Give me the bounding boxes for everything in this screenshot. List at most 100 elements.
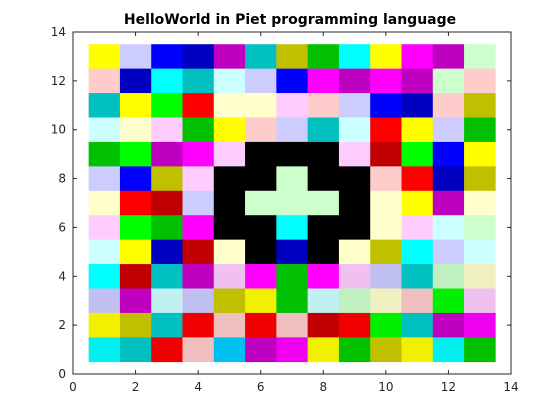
axes (72, 31, 512, 375)
heatmap-cell (213, 215, 246, 240)
heatmap-cell (245, 117, 277, 143)
heatmap-cell (151, 68, 183, 94)
heatmap-cell (245, 166, 277, 192)
heatmap-cell (401, 337, 434, 363)
heatmap-cell (432, 68, 465, 94)
heatmap-cell (276, 190, 308, 216)
heatmap-cell (182, 312, 215, 338)
x-tick-label: 12 (441, 380, 456, 394)
heatmap-cell (307, 93, 340, 118)
heatmap-cell (119, 117, 152, 143)
heatmap-cell (119, 93, 152, 118)
heatmap-cell (213, 288, 246, 314)
heatmap-cells (88, 44, 496, 363)
heatmap-cell (276, 288, 308, 314)
heatmap-cell (307, 312, 340, 338)
heatmap-cell (276, 264, 308, 289)
heatmap-cell (338, 337, 371, 363)
heatmap-cell (464, 239, 496, 265)
heatmap-cell (370, 117, 402, 143)
heatmap-cell (370, 337, 402, 363)
heatmap-cell (432, 215, 465, 240)
heatmap-cell (307, 44, 340, 69)
heatmap-cell (276, 44, 308, 69)
heatmap-cell (464, 190, 496, 216)
heatmap-cell (245, 44, 277, 69)
heatmap-cell (182, 190, 215, 216)
heatmap-cell (401, 166, 434, 192)
heatmap-cell (151, 44, 183, 69)
heatmap-cell (151, 215, 183, 240)
heatmap-cell (245, 337, 277, 363)
axes-box (72, 31, 512, 375)
heatmap-cell (119, 44, 152, 69)
heatmap-cell (401, 190, 434, 216)
heatmap-cell (88, 190, 121, 216)
heatmap-cell (119, 312, 152, 338)
heatmap-cell (245, 93, 277, 118)
heatmap-cell (182, 44, 215, 69)
heatmap-cell (213, 141, 246, 167)
y-tick-label: 2 (58, 318, 66, 332)
heatmap-cell (338, 215, 371, 240)
heatmap-cell (119, 337, 152, 363)
heatmap-cell (370, 215, 402, 240)
x-tick-label: 0 (69, 380, 77, 394)
y-tick-label: 14 (51, 25, 66, 39)
heatmap-cell (88, 166, 121, 192)
heatmap-cell (119, 166, 152, 192)
heatmap-cell (338, 239, 371, 265)
heatmap-cell (307, 68, 340, 94)
heatmap-cell (401, 117, 434, 143)
heatmap-cell (245, 190, 277, 216)
heatmap-cell (182, 68, 215, 94)
heatmap-cell (213, 93, 246, 118)
heatmap-cell (464, 312, 496, 338)
x-tick-label: 2 (132, 380, 140, 394)
x-tick-label: 4 (194, 380, 202, 394)
heatmap-cell (307, 264, 340, 289)
heatmap-cell (307, 166, 340, 192)
heatmap-cell (245, 288, 277, 314)
heatmap-cell (119, 190, 152, 216)
heatmap-cell (151, 117, 183, 143)
heatmap-cell (464, 337, 496, 363)
heatmap-cell (307, 141, 340, 167)
heatmap-cell (276, 166, 308, 192)
heatmap-cell (307, 215, 340, 240)
heatmap-cell (182, 239, 215, 265)
heatmap-cell (182, 117, 215, 143)
heatmap-cell (213, 312, 246, 338)
y-tick-label: 10 (51, 123, 66, 137)
heatmap-cell (213, 264, 246, 289)
heatmap-cell (464, 166, 496, 192)
heatmap-cell (151, 141, 183, 167)
heatmap-cell (182, 264, 215, 289)
heatmap-cell (432, 166, 465, 192)
heatmap-cell (370, 93, 402, 118)
x-tick-label: 6 (257, 380, 265, 394)
heatmap-cell (370, 68, 402, 94)
heatmap-cell (213, 68, 246, 94)
heatmap-cell (401, 93, 434, 118)
heatmap-cell (432, 337, 465, 363)
heatmap-cell (213, 239, 246, 265)
heatmap-cell (307, 288, 340, 314)
heatmap-cell (464, 44, 496, 69)
heatmap-cell (119, 215, 152, 240)
heatmap-cell (119, 68, 152, 94)
heatmap-cell (276, 215, 308, 240)
heatmap-cell (151, 264, 183, 289)
heatmap-cell (401, 239, 434, 265)
heatmap-cell (370, 264, 402, 289)
heatmap-cell (213, 166, 246, 192)
heatmap-cell (88, 337, 121, 363)
heatmap-cell (119, 264, 152, 289)
heatmap-cell (88, 117, 121, 143)
heatmap-cell (245, 312, 277, 338)
heatmap-cell (464, 288, 496, 314)
heatmap-cell (338, 288, 371, 314)
heatmap-cell (401, 288, 434, 314)
heatmap-cell (464, 68, 496, 94)
